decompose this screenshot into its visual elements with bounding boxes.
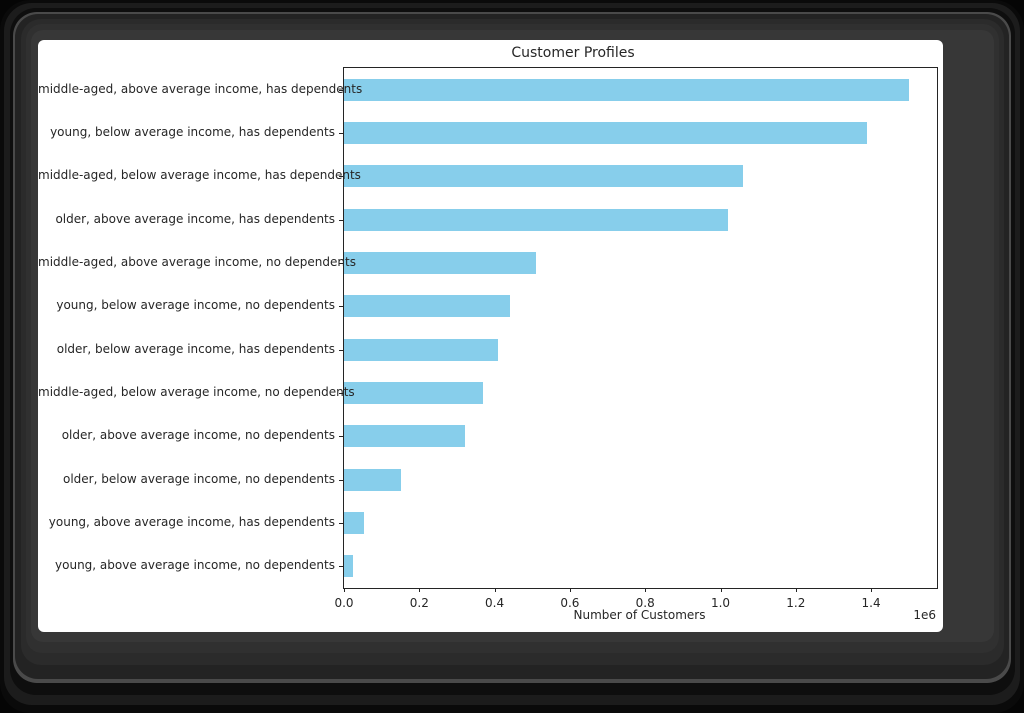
x-tick-label: 0.2	[409, 596, 429, 610]
y-tick-label: older, below average income, has depende…	[56, 341, 335, 356]
x-tick-mark	[344, 588, 345, 592]
x-tick-mark	[494, 588, 496, 592]
y-tick-mark	[339, 436, 343, 438]
y-tick-mark	[339, 176, 343, 178]
x-tick-mark	[871, 588, 873, 592]
x-tick-label: 1.2	[786, 596, 806, 610]
y-tick-mark	[339, 349, 343, 351]
y-tick-label: older, above average income, has depende…	[55, 211, 335, 226]
bar	[344, 338, 499, 361]
x-tick-label: 0.6	[560, 596, 580, 610]
y-tick-label: older, below average income, no dependen…	[63, 471, 335, 486]
axis-offset-label: 1e6	[913, 608, 936, 622]
bar	[344, 295, 510, 318]
y-tick-label: middle-aged, above average income, no de…	[38, 255, 356, 269]
x-tick-mark	[720, 588, 722, 592]
y-tick-label: middle-aged, below average income, no de…	[38, 385, 355, 399]
y-tick-label: middle-aged, above average income, has d…	[38, 81, 363, 96]
bar	[344, 78, 909, 101]
bar	[344, 122, 868, 144]
x-tick-label: 1.4	[861, 596, 881, 610]
y-tick-mark	[339, 219, 343, 221]
bar	[344, 425, 465, 448]
bar	[344, 468, 401, 491]
y-tick-label: young, below average income, no dependen…	[56, 298, 335, 313]
y-tick-mark	[339, 263, 343, 264]
bar	[344, 555, 354, 578]
bar	[344, 382, 484, 404]
y-tick-label: young, below average income, has depende…	[50, 125, 335, 139]
x-tick-label: 0.0	[334, 596, 354, 610]
x-tick-mark	[645, 588, 647, 592]
x-axis-label: Number of Customers	[573, 608, 706, 622]
figure-panel: Customer Profiles 0.0 0.2 0.4 0.6 0.8 1.0 1.2 1…	[38, 40, 943, 632]
x-tick-label: 0.8	[635, 596, 655, 610]
y-tick-mark	[339, 306, 343, 308]
y-tick-label: middle-aged, below average income, has d…	[38, 168, 361, 183]
x-tick-mark	[419, 588, 421, 592]
x-tick-label: 1.0	[710, 596, 731, 610]
bar	[344, 208, 728, 231]
x-tick-mark	[569, 588, 571, 592]
axes: 0.0 0.2 0.4 0.6 0.8 1.0 1.2 1.4	[334, 67, 938, 610]
bar	[344, 252, 536, 274]
bar	[344, 165, 744, 188]
y-tick-label: young, above average income, no dependen…	[55, 558, 335, 573]
y-tick-mark	[339, 479, 343, 481]
bar	[344, 512, 364, 534]
y-tick-mark	[339, 133, 343, 134]
x-tick-mark	[795, 588, 797, 592]
y-tick-mark	[339, 393, 343, 394]
y-tick-label: older, above average income, no dependen…	[61, 428, 335, 443]
y-tick-mark	[339, 523, 343, 524]
chart-title: Customer Profiles	[511, 45, 635, 61]
y-tick-mark	[339, 566, 343, 568]
x-tick-label: 0.4	[485, 596, 505, 610]
y-tick-mark	[339, 89, 343, 91]
y-tick-label: young, above average income, has depende…	[48, 515, 335, 529]
